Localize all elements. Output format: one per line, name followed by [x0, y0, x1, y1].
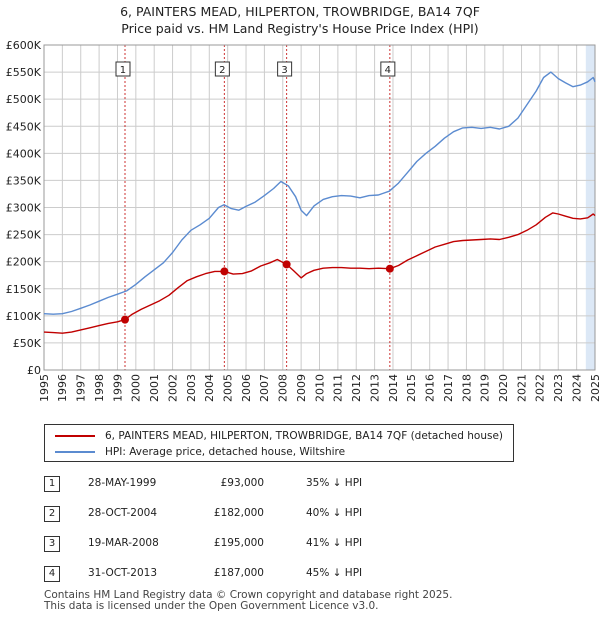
y-tick-label: £50K [13, 337, 42, 350]
x-tick-label: 1997 [75, 374, 88, 402]
x-tick-label: 1995 [38, 374, 51, 402]
transaction-point [385, 264, 394, 273]
row-hpi: 35% ↓ HPI [306, 477, 363, 489]
row-hpi: 41% ↓ HPI [306, 537, 363, 549]
table-row: 4 31-OCT-2013 £187,000 45% ↓ HPI [44, 566, 464, 584]
x-tick-label: 2022 [534, 374, 547, 402]
price-chart: £0 £50K £100K £150K £200K £250K £300K £350K £400… [6, 39, 600, 402]
x-tick-label: 2006 [240, 374, 253, 402]
row-number: 3 [44, 536, 60, 552]
x-tick-label: 2003 [185, 374, 198, 402]
property-series-line [43, 212, 596, 334]
y-tick-label: £250K [6, 229, 42, 242]
x-tick-label: 2007 [258, 374, 271, 402]
row-price: £187,000 [213, 567, 264, 579]
legend-item-property: 6, PAINTERS MEAD, HILPERTON, TROWBRIDGE,… [45, 428, 503, 444]
row-date: 31-OCT-2013 [88, 567, 157, 579]
legend-swatch-hpi [55, 451, 95, 453]
row-number: 2 [44, 506, 60, 522]
x-tick-label: 1996 [56, 374, 69, 402]
row-date: 28-OCT-2004 [88, 507, 157, 519]
row-date: 28-MAY-1999 [88, 477, 157, 489]
row-hpi: 40% ↓ HPI [306, 507, 363, 519]
y-tick-label: £450K [6, 120, 42, 133]
x-tick-label: 2021 [515, 374, 528, 402]
x-tick-label: 2004 [203, 374, 216, 402]
x-tick-label: 2025 [589, 374, 600, 402]
transaction-number-box [277, 61, 293, 77]
x-tick-label: 2017 [442, 374, 455, 402]
row-number: 1 [44, 476, 60, 492]
hpi-series-line [43, 71, 596, 315]
x-tick-label: 2002 [166, 374, 179, 402]
transaction-number-box [115, 61, 131, 77]
x-tick-label: 2009 [295, 374, 308, 402]
footer-copyright: Contains HM Land Registry data © Crown c… [44, 589, 453, 601]
x-tick-label: 2023 [552, 374, 565, 402]
transaction-number-label: 1 [120, 65, 126, 76]
table-row: 2 28-OCT-2004 £182,000 40% ↓ HPI [44, 506, 464, 524]
row-price: £93,000 [220, 477, 264, 489]
plot-frame [43, 44, 596, 371]
x-tick-label: 2000 [130, 374, 143, 402]
y-tick-label: £300K [6, 202, 42, 215]
x-tick-label: 2011 [332, 374, 345, 402]
chart-subtitle: Price paid vs. HM Land Registry's House … [121, 21, 479, 36]
y-tick-label: £600K [6, 39, 42, 52]
x-tick-label: 2018 [460, 374, 473, 402]
legend-swatch-property [55, 435, 95, 437]
y-tick-label: £500K [6, 93, 42, 106]
row-number: 4 [44, 566, 60, 582]
table-row: 3 19-MAR-2008 £195,000 41% ↓ HPI [44, 536, 464, 554]
transaction-number-box [214, 61, 230, 77]
row-price: £182,000 [213, 507, 264, 519]
x-tick-label: 2013 [368, 374, 381, 402]
x-tick-label: 2024 [570, 374, 583, 402]
transaction-number-box [380, 61, 396, 77]
x-tick-label: 2012 [350, 374, 363, 402]
y-tick-label: £150K [6, 283, 42, 296]
x-tick-label: 1998 [93, 374, 106, 402]
x-tick-label: 2005 [222, 374, 235, 402]
legend-item-hpi: HPI: Average price, detached house, Wilt… [45, 444, 345, 460]
x-tick-label: 2008 [277, 374, 290, 402]
y-tick-label: £200K [6, 256, 42, 269]
footer: Contains HM Land Registry data © Crown c… [44, 590, 452, 612]
x-tick-label: 2016 [424, 374, 437, 402]
transaction-point [282, 260, 291, 269]
legend-label-hpi: HPI: Average price, detached house, Wilt… [105, 446, 346, 458]
transaction-point [220, 267, 229, 276]
x-tick-label: 2019 [479, 374, 492, 402]
legend-label-property: 6, PAINTERS MEAD, HILPERTON, TROWBRIDGE,… [105, 430, 503, 442]
row-hpi: 45% ↓ HPI [306, 567, 363, 579]
table-row: 1 28-MAY-1999 £93,000 35% ↓ HPI [44, 476, 464, 494]
y-tick-label: £400K [6, 147, 42, 160]
x-tick-label: 1999 [111, 374, 124, 402]
y-tick-label: £350K [6, 174, 42, 187]
transaction-number-label: 4 [385, 65, 391, 76]
transaction-point [120, 315, 129, 324]
y-tick-label: £550K [6, 66, 42, 79]
y-tick-label: £100K [6, 310, 42, 323]
x-tick-label: 2020 [497, 374, 510, 402]
transaction-number-label: 3 [281, 65, 287, 76]
chart-title: 6, PAINTERS MEAD, HILPERTON, TROWBRIDGE,… [120, 4, 480, 19]
transaction-number-label: 2 [219, 65, 225, 76]
row-price: £195,000 [213, 537, 264, 549]
row-date: 19-MAR-2008 [88, 537, 159, 549]
legend: 6, PAINTERS MEAD, HILPERTON, TROWBRIDGE,… [44, 424, 514, 462]
x-tick-label: 2010 [313, 374, 326, 402]
y-tick-label: £0 [27, 364, 41, 377]
x-tick-label: 2014 [387, 374, 400, 402]
footer-licence: This data is licensed under the Open Gov… [44, 600, 379, 612]
x-tick-label: 2001 [148, 374, 161, 402]
x-tick-label: 2015 [405, 374, 418, 402]
